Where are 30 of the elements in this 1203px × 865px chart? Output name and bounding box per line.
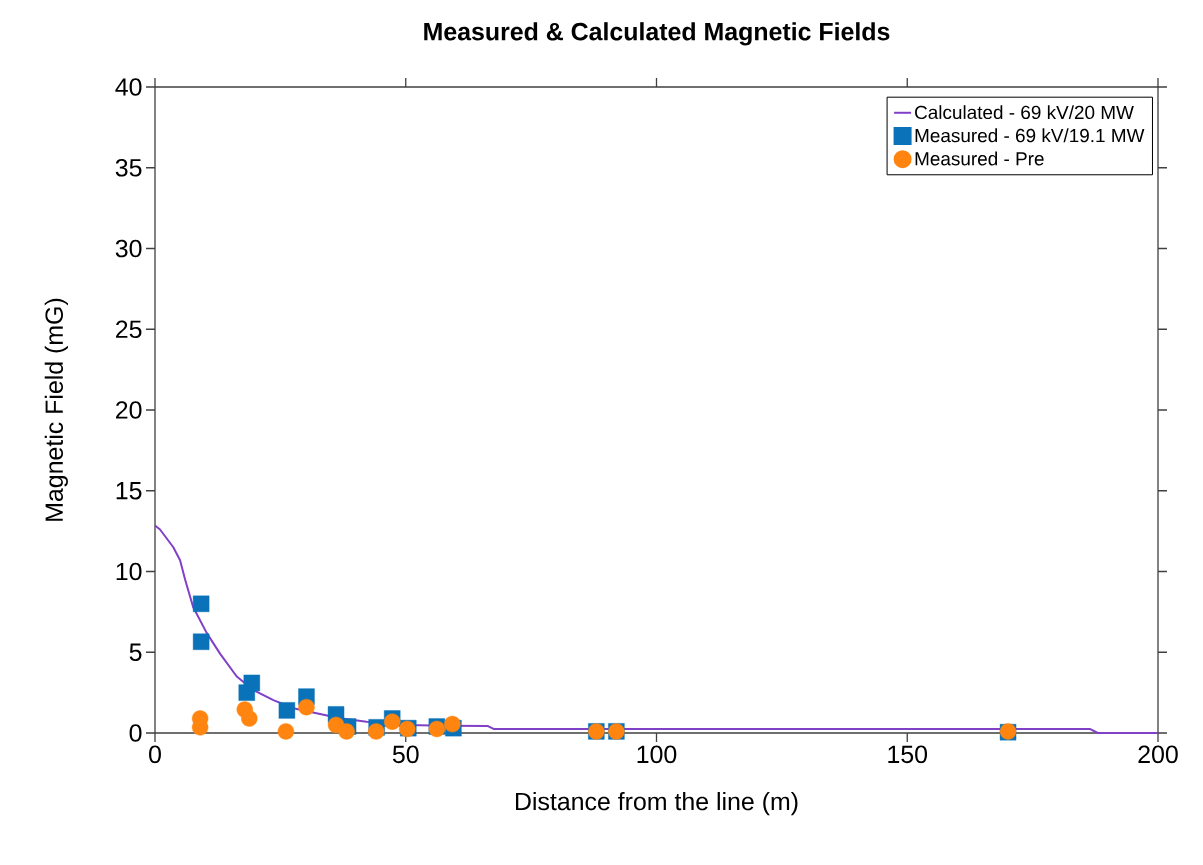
x-tick-label: 200 — [1138, 745, 1178, 764]
point — [192, 633, 210, 650]
y-tick-label: 25 — [116, 320, 142, 339]
legend-label: Calculated - 69 kV/20 MW — [915, 105, 1134, 120]
y-tick-label: 30 — [115, 239, 142, 258]
point — [444, 715, 461, 733]
x-tick-label: 100 — [637, 745, 677, 764]
y-tick-label: 35 — [115, 158, 142, 177]
point — [298, 698, 315, 716]
y-tick-label: 20 — [116, 401, 142, 419]
x-tick-label: 150 — [888, 745, 928, 764]
legend-label: Measured - 69 kV/19.1 MW — [915, 128, 1145, 143]
y-tick-label: 40 — [115, 78, 142, 96]
y-tick-label: 5 — [129, 643, 142, 661]
point — [278, 702, 296, 719]
point — [367, 723, 385, 740]
point — [243, 674, 260, 692]
x-tick-label: 50 — [392, 745, 419, 764]
y-tick-label: 0 — [129, 724, 142, 742]
point — [277, 723, 295, 740]
point — [338, 723, 355, 740]
y-axis-title: Magnetic Field (mG) — [44, 298, 68, 521]
point — [241, 710, 258, 727]
x-tick-label: 0 — [149, 745, 161, 764]
legend-label: Measured - Pre — [915, 151, 1044, 166]
y-tick-label: 15 — [116, 482, 142, 500]
y-tick-label: 10 — [116, 562, 142, 581]
point — [192, 595, 210, 612]
chart-title: Measured & Calculated Magnetic Fields — [424, 22, 890, 46]
x-axis-title: Distance from the line (m) — [515, 792, 798, 816]
